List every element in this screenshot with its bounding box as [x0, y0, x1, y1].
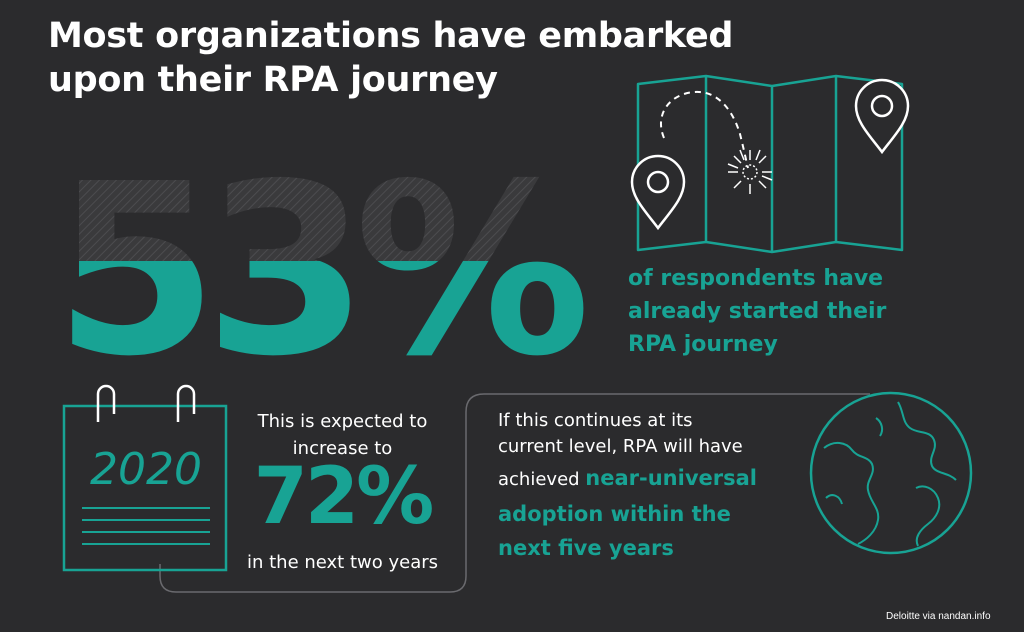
location-pin-icon	[854, 78, 910, 155]
projection-line-5: next five years	[498, 536, 674, 560]
projection-line-2: current level, RPA will have	[498, 436, 743, 457]
calendar-icon: 2020	[62, 384, 228, 572]
calendar-year: 2020	[90, 444, 202, 495]
caption-line-2: already started their	[628, 299, 887, 324]
future-percentage: 72%	[253, 452, 435, 542]
title-line-2: upon their RPA journey	[48, 60, 498, 100]
section-frames	[159, 393, 870, 593]
caption-line-1: of respondents have	[628, 266, 884, 291]
expected-increase-text: This is expected to increase to	[235, 408, 450, 462]
page-title: Most organizations have embarked upon th…	[48, 14, 768, 102]
projection-line-1: If this continues at its	[498, 410, 693, 431]
intro-line-1: This is expected to	[257, 411, 428, 432]
projection-intro: If this continues at its current level, …	[498, 408, 798, 460]
big-percentage-empty: 53%	[54, 133, 583, 380]
location-pin-icon	[630, 154, 686, 231]
two-years-text: in the next two years	[246, 552, 439, 573]
map-icon	[630, 74, 910, 254]
projection-line-4: adoption within the	[498, 502, 731, 526]
big-percentage-graphic: 53% 53%	[54, 133, 597, 380]
intro-line-2: increase to	[292, 438, 393, 459]
respondents-caption: of respondents have already started thei…	[628, 262, 948, 361]
big-percentage-fill: 53%	[54, 133, 583, 380]
globe-icon	[809, 391, 973, 555]
source-credit: Deloitte via nandan.info	[886, 611, 991, 622]
projection-line-3-plain: achieved	[498, 469, 586, 490]
title-line-1: Most organizations have embarked	[48, 16, 734, 56]
projection-line-3-bold: near-universal	[585, 466, 757, 490]
burst-icon	[727, 149, 773, 194]
caption-line-3: RPA journey	[628, 332, 778, 357]
projection-conclusion: achieved near-universal adoption within …	[498, 461, 808, 565]
